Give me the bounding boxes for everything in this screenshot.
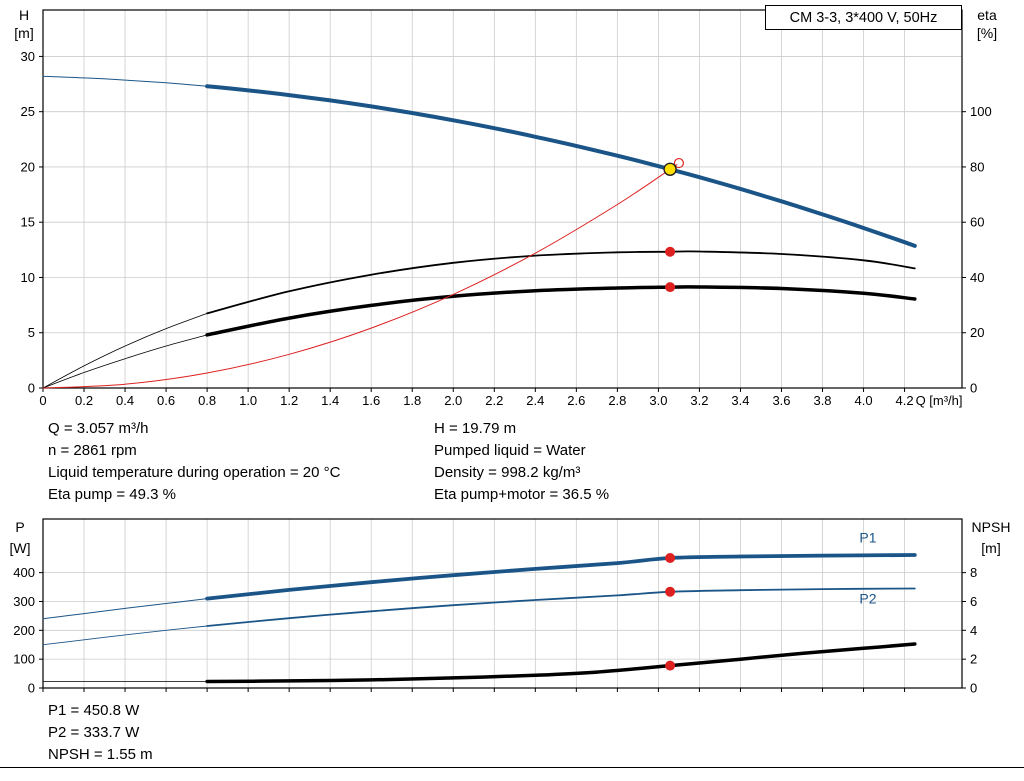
p2-curve bbox=[206, 587, 916, 627]
eta-pump-curve bbox=[206, 250, 916, 315]
y-right-tick-label: 2 bbox=[970, 652, 977, 667]
x-tick-label: 0.6 bbox=[157, 393, 175, 408]
operating-point-marker bbox=[663, 162, 677, 176]
y-left-tick-label: 300 bbox=[13, 594, 35, 609]
y-left-axis-title: H bbox=[19, 7, 29, 23]
plot-frame bbox=[42, 9, 963, 389]
density-value: Density = 998.2 kg/m³ bbox=[434, 464, 581, 481]
y-right-tick-label: 100 bbox=[970, 104, 992, 119]
y-right-axis-title: eta bbox=[977, 7, 997, 23]
duty-point-dot bbox=[665, 282, 676, 293]
x-tick-label: 1.2 bbox=[280, 393, 298, 408]
x-tick-label: 2.4 bbox=[526, 393, 544, 408]
x-tick-label: 1.8 bbox=[403, 393, 421, 408]
y-left-tick-label: 10 bbox=[21, 270, 35, 285]
p2-lead bbox=[42, 625, 208, 646]
duty-point-dot bbox=[665, 660, 676, 671]
y-right-tick-label: 0 bbox=[970, 381, 977, 396]
operating-data-left-column: Q = 3.057 m³/h n = 2861 rpm Liquid tempe… bbox=[48, 418, 340, 506]
plot-frame bbox=[42, 518, 963, 689]
result-panel: P1 = 450.8 W P2 = 333.7 W NPSH = 1.55 m bbox=[48, 700, 153, 766]
x-tick-label: 4.2 bbox=[896, 393, 914, 408]
pumped-liquid-value: Pumped liquid = Water bbox=[434, 442, 586, 459]
x-tick-label: 2.2 bbox=[485, 393, 503, 408]
x-tick-label: 3.0 bbox=[649, 393, 667, 408]
x-tick-label: 0.8 bbox=[198, 393, 216, 408]
operating-data-right-column: H = 19.79 m Pumped liquid = Water Densit… bbox=[434, 418, 609, 506]
series-label-p2: P2 bbox=[859, 591, 876, 607]
y-left-axis-title: P bbox=[15, 519, 24, 535]
y-left-tick-label: 400 bbox=[13, 565, 35, 580]
y-right-axis-title: [m] bbox=[981, 540, 1000, 556]
y-left-tick-label: 15 bbox=[21, 215, 35, 230]
y-left-tick-label: 5 bbox=[28, 325, 35, 340]
y-right-tick-label: 8 bbox=[970, 565, 977, 580]
duty-point-dot bbox=[665, 246, 676, 257]
x-tick-label: 0.2 bbox=[75, 393, 93, 408]
p1-value: P1 = 450.8 W bbox=[48, 702, 140, 719]
y-right-tick-label: 6 bbox=[970, 594, 977, 609]
p2-value: P2 = 333.7 W bbox=[48, 724, 140, 741]
qh-curve-lead bbox=[42, 75, 208, 87]
y-right-tick-label: 80 bbox=[970, 159, 984, 174]
y-left-axis-title: [W] bbox=[10, 540, 31, 556]
x-tick-label: 3.8 bbox=[813, 393, 831, 408]
y-right-tick-label: 0 bbox=[970, 681, 977, 696]
eta-pump-value: Eta pump = 49.3 % bbox=[48, 486, 176, 503]
eta-pump-lead bbox=[42, 313, 208, 389]
x-tick-label: 3.4 bbox=[731, 393, 749, 408]
x-tick-label: 3.2 bbox=[690, 393, 708, 408]
x-tick-label: 2.0 bbox=[444, 393, 462, 408]
x-tick-label: 1.6 bbox=[362, 393, 380, 408]
eta-total-lead bbox=[42, 334, 208, 389]
eta-pump-motor-value: Eta pump+motor = 36.5 % bbox=[434, 486, 610, 503]
system-curve bbox=[42, 164, 678, 389]
x-tick-label: 0.4 bbox=[116, 393, 134, 408]
liquid-temperature-value: Liquid temperature during operation = 20… bbox=[48, 464, 341, 481]
y-left-tick-label: 0 bbox=[28, 681, 35, 696]
eta-total-curve bbox=[205, 285, 917, 337]
duty-point-dot bbox=[665, 552, 676, 563]
y-right-axis-title: [%] bbox=[977, 25, 997, 41]
qh-curve bbox=[205, 84, 917, 248]
npsh-value: NPSH = 1.55 m bbox=[48, 746, 153, 763]
x-tick-label: 2.8 bbox=[608, 393, 626, 408]
open-point-marker bbox=[673, 157, 685, 169]
y-left-tick-label: 200 bbox=[13, 623, 35, 638]
y-left-tick-label: 0 bbox=[28, 381, 35, 396]
x-tick-label: 3.6 bbox=[772, 393, 790, 408]
x-tick-label: 4.0 bbox=[854, 393, 872, 408]
x-tick-label: 0 bbox=[39, 393, 46, 408]
x-tick-label: 2.6 bbox=[567, 393, 585, 408]
x-tick-label: 1.4 bbox=[321, 393, 339, 408]
qh-eta-chart: 0 0.2 0.4 0.6 0.8 1.0 1.2 1.4 1.6 1.8 2.0 2.2 2.4 2.6… bbox=[14, 7, 997, 408]
flow-value: Q = 3.057 m³/h bbox=[48, 420, 149, 437]
p1-curve bbox=[205, 553, 917, 601]
speed-value: n = 2861 rpm bbox=[48, 442, 137, 459]
p1-lead bbox=[42, 598, 208, 620]
y-right-tick-label: 4 bbox=[970, 623, 977, 638]
y-left-tick-label: 30 bbox=[21, 49, 35, 64]
y-right-tick-label: 20 bbox=[970, 325, 984, 340]
y-right-tick-label: 40 bbox=[970, 270, 984, 285]
y-left-tick-label: 20 bbox=[21, 159, 35, 174]
pump-model-label: CM 3-3, 3*400 V, 50Hz bbox=[789, 9, 938, 26]
bottom-divider bbox=[0, 767, 1024, 768]
x-axis-label: Q [m³/h] bbox=[916, 393, 963, 408]
y-left-axis-title: [m] bbox=[14, 25, 33, 41]
power-npsh-chart: 0 100 200 300 400 0 2 4 6 8 P [W] NPSH [m] P1 P2 bbox=[10, 518, 1011, 696]
y-right-axis-title: NPSH bbox=[972, 519, 1011, 535]
pump-model-box: CM 3-3, 3*400 V, 50Hz bbox=[765, 5, 962, 30]
y-left-tick-label: 25 bbox=[21, 104, 35, 119]
y-left-tick-label: 100 bbox=[13, 652, 35, 667]
duty-point-dot bbox=[665, 586, 676, 597]
series-label-p1: P1 bbox=[859, 529, 876, 545]
x-tick-label: 1.0 bbox=[239, 393, 257, 408]
y-right-tick-label: 60 bbox=[970, 215, 984, 230]
head-value: H = 19.79 m bbox=[434, 420, 517, 437]
npsh-curve bbox=[205, 642, 917, 684]
